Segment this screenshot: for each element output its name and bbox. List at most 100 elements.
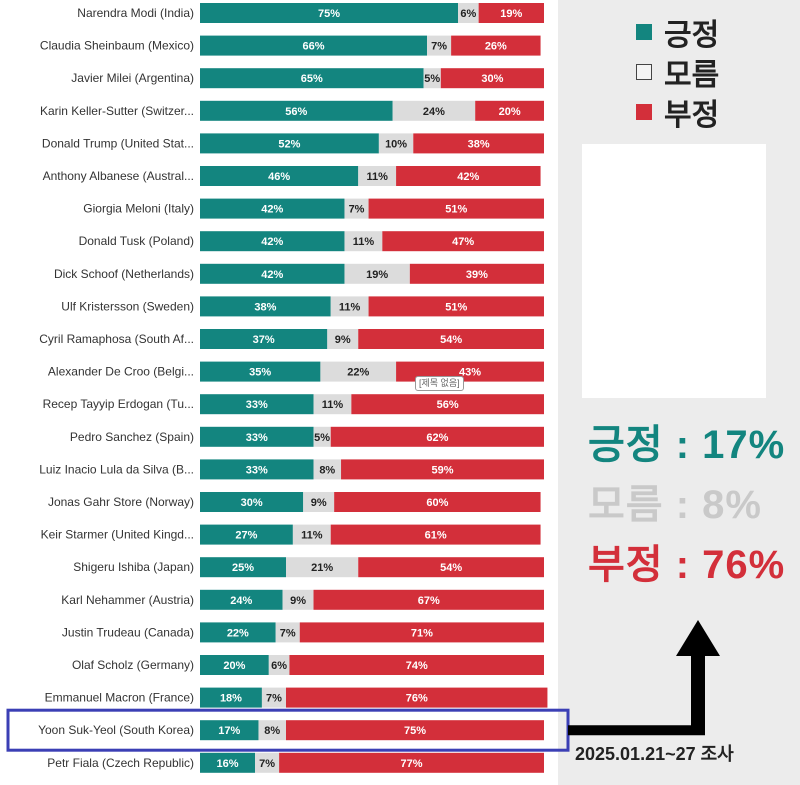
bar-unknown: [344, 198, 369, 219]
data-label-positive: 42%: [261, 204, 283, 216]
bar-positive: [200, 459, 314, 480]
bar-positive: [200, 35, 428, 56]
data-label-unknown: 9%: [311, 497, 327, 509]
category-label: Karl Nehammer (Austria): [61, 593, 194, 607]
data-label-unknown: 24%: [423, 106, 445, 118]
data-label-unknown: 7%: [259, 758, 275, 770]
bar-positive: [200, 198, 345, 219]
bar-positive: [200, 557, 286, 578]
data-label-positive: 35%: [249, 367, 271, 379]
data-label-negative: 43%: [459, 367, 481, 379]
tooltip: [제목 없음]: [415, 376, 464, 391]
bar-positive: [200, 492, 304, 512]
bar-negative: [396, 166, 541, 186]
category-label: Donald Tusk (Poland): [79, 234, 194, 248]
data-label-unknown: 11%: [301, 530, 323, 542]
category-label: Petr Fiala (Czech Republic): [47, 756, 194, 770]
data-label-negative: 60%: [426, 497, 448, 509]
data-label-positive: 37%: [253, 334, 275, 346]
data-label-negative: 71%: [411, 627, 433, 639]
data-label-negative: 39%: [466, 269, 488, 281]
category-label: Anthony Albanese (Austral...: [43, 169, 194, 183]
data-label-unknown: 7%: [266, 693, 282, 705]
category-label: Jonas Gahr Store (Norway): [48, 495, 194, 509]
legend-label-positive: 긍정: [664, 19, 720, 52]
data-label-unknown: 8%: [319, 464, 335, 476]
bar-unknown: [358, 166, 397, 186]
data-label-unknown: 11%: [353, 236, 375, 248]
bar-negative: [341, 459, 544, 480]
data-label-positive: 46%: [268, 171, 290, 183]
bar-positive: [200, 329, 328, 349]
bar-positive: [200, 394, 314, 415]
data-label-negative: 51%: [445, 301, 467, 313]
data-label-unknown: 11%: [366, 171, 388, 183]
bar-unknown: [275, 622, 300, 643]
bar-negative: [330, 426, 544, 447]
data-label-positive: 22%: [227, 627, 249, 639]
bar-positive: [200, 589, 283, 610]
bar-positive: [200, 166, 359, 186]
bar-unknown: [282, 589, 314, 610]
arrow-shaft: [568, 654, 705, 736]
data-label-positive: 17%: [218, 725, 240, 737]
bar-negative: [358, 557, 544, 578]
bar-unknown: [344, 263, 410, 284]
bar-unknown: [344, 231, 383, 252]
data-label-negative: 19%: [500, 8, 522, 20]
bar-negative: [289, 655, 544, 675]
category-label: Justin Trudeau (Canada): [62, 625, 194, 639]
bar-unknown: [303, 492, 335, 512]
bar-negative: [368, 296, 544, 317]
summary-unknown: 모름 : 8%: [588, 483, 762, 527]
data-label-positive: 33%: [246, 464, 268, 476]
data-label-unknown: 7%: [349, 204, 365, 216]
data-label-unknown: 22%: [347, 367, 369, 379]
bar-positive: [200, 687, 262, 708]
bar-negative: [286, 720, 544, 741]
data-label-negative: 75%: [404, 725, 426, 737]
data-label-negative: 47%: [452, 236, 474, 248]
category-label: Emmanuel Macron (France): [45, 691, 194, 705]
data-label-negative: 26%: [485, 41, 507, 53]
data-label-negative: 76%: [406, 693, 428, 705]
data-label-negative: 38%: [468, 138, 490, 150]
data-label-unknown: 7%: [280, 627, 296, 639]
bar-negative: [440, 68, 544, 89]
bar-negative: [475, 100, 544, 121]
bar-unknown: [330, 296, 369, 317]
survey-date: 2025.01.21~27 조사: [575, 744, 734, 764]
data-label-positive: 33%: [246, 399, 268, 411]
bar-unknown: [378, 133, 414, 154]
bar-positive: [200, 524, 293, 545]
bar-negative: [382, 231, 544, 252]
legend-item-positive: 긍정: [636, 10, 719, 54]
bar-unknown: [292, 524, 331, 545]
data-label-unknown: 9%: [290, 595, 306, 607]
bar-negative: [358, 329, 544, 349]
bar-negative: [334, 492, 541, 512]
legend-item-negative: 부정: [636, 90, 719, 134]
category-label: Claudia Sheinbaum (Mexico): [40, 39, 194, 53]
legend-swatch-negative: [636, 104, 652, 120]
bar-unknown: [313, 459, 342, 480]
data-label-unknown: 11%: [339, 301, 361, 313]
data-label-positive: 16%: [217, 758, 239, 770]
bar-positive: [200, 100, 393, 121]
bar-negative: [413, 133, 544, 154]
data-label-positive: 24%: [230, 595, 252, 607]
legend-item-unknown: 모름: [636, 50, 719, 94]
data-label-positive: 42%: [261, 269, 283, 281]
data-label-positive: 30%: [241, 497, 263, 509]
bar-negative: [351, 394, 544, 415]
data-label-negative: 56%: [437, 399, 459, 411]
bar-unknown: [313, 394, 352, 415]
data-label-negative: 42%: [457, 171, 479, 183]
category-label: Yoon Suk-Yeol (South Korea): [38, 723, 194, 737]
data-label-negative: 54%: [440, 562, 462, 574]
bar-negative: [299, 622, 544, 643]
data-label-positive: 25%: [232, 562, 254, 574]
data-label-positive: 42%: [261, 236, 283, 248]
bar-unknown: [392, 100, 476, 121]
